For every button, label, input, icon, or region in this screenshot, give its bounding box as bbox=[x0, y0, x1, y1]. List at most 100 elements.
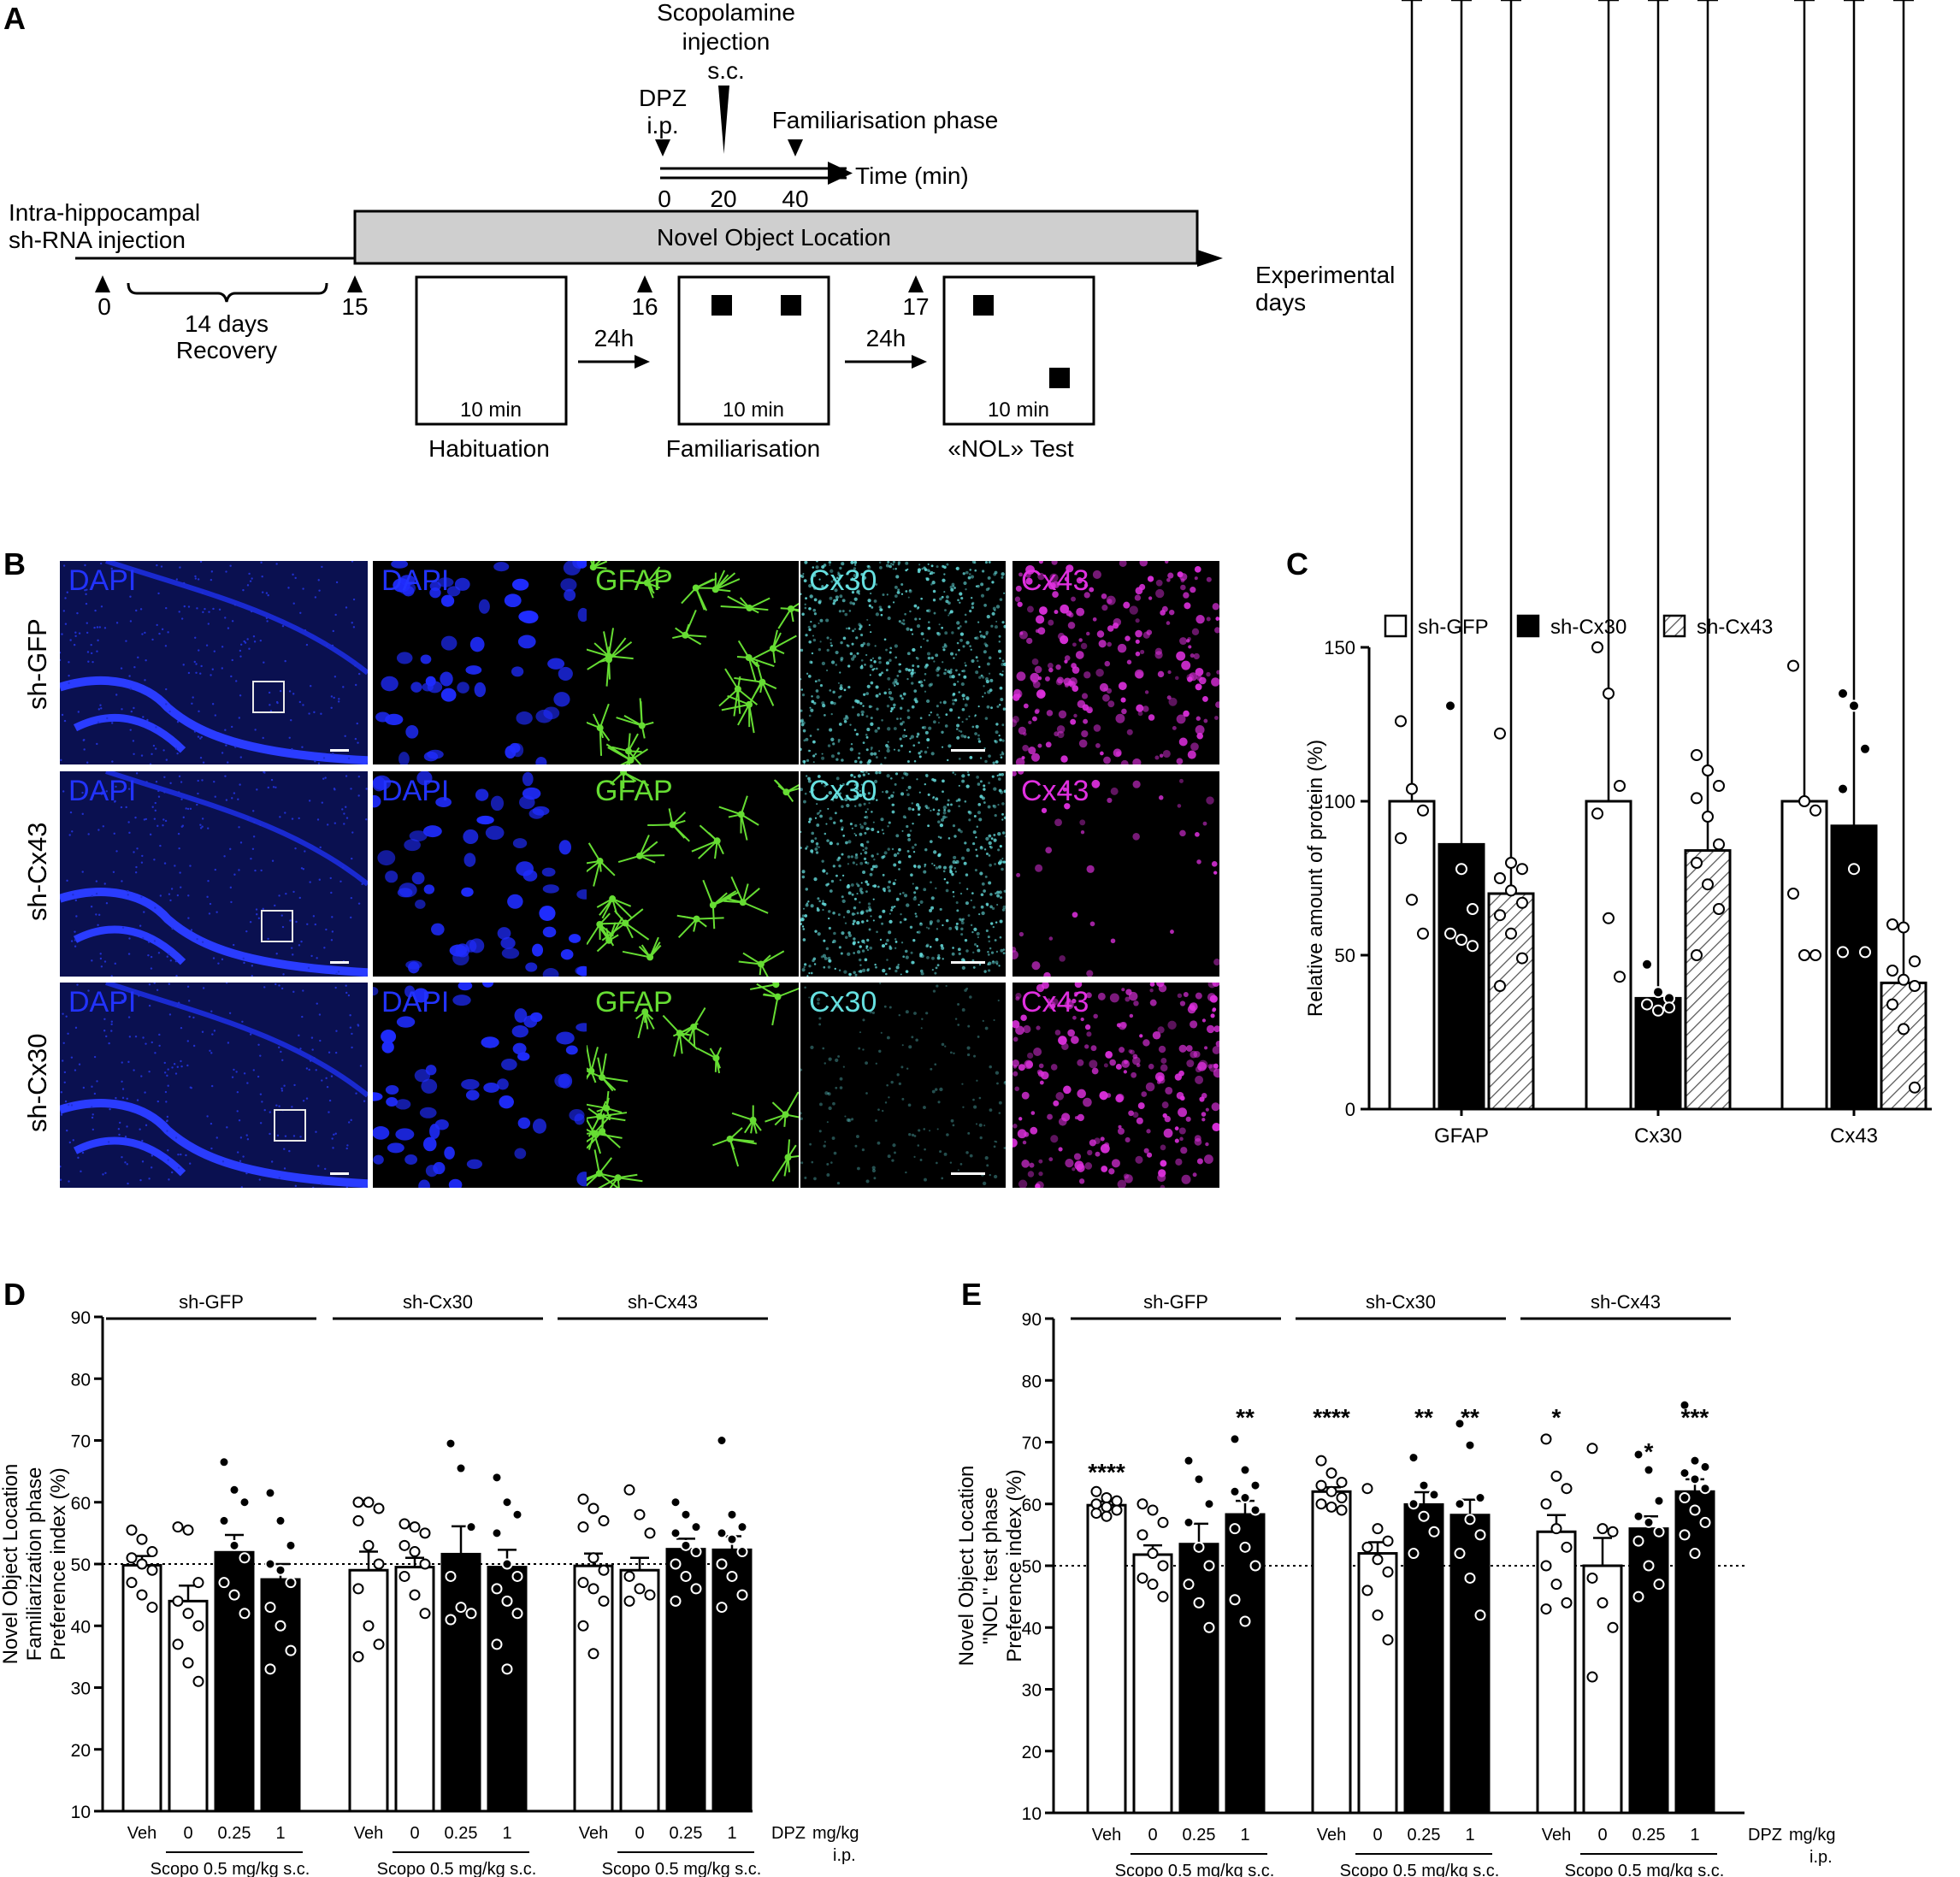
dpz-label: DPZ bbox=[639, 85, 687, 111]
e-bar bbox=[1674, 1490, 1715, 1815]
injection-label: sh-RNA injection bbox=[9, 227, 186, 253]
e-y-axis-label: "NOL" test phase bbox=[979, 1487, 1002, 1644]
d-y-axis-label: Familiarization phase bbox=[23, 1467, 46, 1662]
e-x-tick-label: 0 bbox=[1148, 1826, 1157, 1845]
c-data-point bbox=[1898, 1023, 1910, 1036]
e-data-point bbox=[1540, 1433, 1552, 1445]
e-x-tick-label: Veh bbox=[1317, 1826, 1346, 1845]
d-data-point bbox=[598, 1514, 610, 1526]
c-data-point bbox=[1406, 782, 1418, 795]
day-tick-label: 17 bbox=[902, 293, 929, 320]
c-data-point bbox=[1455, 863, 1467, 876]
e-data-point bbox=[1249, 1504, 1261, 1516]
e-data-point bbox=[1147, 1579, 1159, 1591]
e-data-point bbox=[1239, 1492, 1251, 1504]
e-group-label: sh-GFP bbox=[1143, 1291, 1208, 1313]
d-data-point bbox=[726, 1570, 738, 1582]
e-x-tick-label: 1 bbox=[1465, 1826, 1474, 1845]
channel-label: Cx30 bbox=[809, 564, 877, 597]
scopolamine-label: s.c. bbox=[707, 57, 745, 84]
e-significance-label: ** bbox=[1461, 1404, 1479, 1431]
d-x-tick-label: 0 bbox=[635, 1824, 644, 1843]
d-data-point bbox=[644, 1527, 656, 1539]
scopolamine-arrow bbox=[718, 86, 729, 154]
micrograph-texture bbox=[1012, 771, 1219, 977]
d-data-point bbox=[136, 1533, 148, 1545]
c-data-point bbox=[1444, 699, 1456, 712]
c-data-point bbox=[1652, 986, 1664, 999]
d-data-point bbox=[716, 1527, 728, 1539]
legend-entry: sh-GFP bbox=[1418, 616, 1489, 639]
e-data-point bbox=[1464, 1572, 1476, 1584]
d-data-point bbox=[623, 1570, 635, 1582]
nol-bar bbox=[353, 210, 1199, 265]
panel-letter-e: E bbox=[961, 1277, 982, 1312]
c-data-point bbox=[1663, 1001, 1675, 1014]
e-data-point bbox=[1229, 1485, 1241, 1497]
e-data-point bbox=[1315, 1498, 1327, 1510]
e-scopo-label: Scopo 0.5 mg/kg s.c. bbox=[1565, 1862, 1725, 1877]
micrograph-sh-cx30-cx43: Cx43 bbox=[1012, 983, 1219, 1188]
e-data-point bbox=[1550, 1579, 1562, 1591]
micrograph-texture bbox=[587, 561, 799, 764]
c-data-point bbox=[1614, 971, 1626, 983]
c-y-axis-label: Relative amount of protein (%) bbox=[1304, 740, 1327, 1017]
d-data-point bbox=[264, 1487, 276, 1499]
e-data-point bbox=[1689, 1548, 1701, 1560]
object-square bbox=[781, 295, 801, 316]
recovery-label: 14 days bbox=[185, 310, 269, 337]
micrograph-sh-cx30-gfap: GFAP bbox=[587, 983, 799, 1188]
e-x-tick-label: Veh bbox=[1092, 1826, 1121, 1845]
d-data-point bbox=[670, 1527, 682, 1539]
channel-label: DAPI bbox=[68, 564, 137, 597]
d-data-point bbox=[587, 1502, 599, 1514]
panel-letter-a: A bbox=[3, 1, 26, 36]
object-square bbox=[973, 295, 994, 316]
e-data-point bbox=[1474, 1609, 1486, 1621]
dpz-label: i.p. bbox=[646, 112, 678, 139]
e-data-point bbox=[1336, 1492, 1348, 1504]
micrograph-sh-cx43-gfap: GFAP bbox=[587, 771, 799, 977]
micrograph-texture bbox=[1012, 561, 1219, 764]
micrograph-texture bbox=[800, 561, 1006, 764]
days-arrowhead bbox=[1197, 250, 1223, 267]
e-data-point bbox=[1147, 1504, 1159, 1516]
d-data-point bbox=[577, 1577, 589, 1589]
d-data-point bbox=[398, 1539, 410, 1551]
e-data-point bbox=[1699, 1483, 1711, 1495]
e-data-point bbox=[1361, 1483, 1373, 1495]
d-data-point bbox=[644, 1589, 656, 1601]
c-y-tick-label: 100 bbox=[1324, 791, 1355, 812]
d-data-point bbox=[598, 1564, 610, 1576]
d-scopo-label: Scopo 0.5 mg/kg s.c. bbox=[602, 1860, 762, 1877]
d-data-point bbox=[192, 1577, 204, 1589]
e-group-label: sh-Cx30 bbox=[1366, 1291, 1436, 1313]
familiarisation-phase-label: Familiarisation phase bbox=[772, 107, 999, 133]
e-data-point bbox=[1239, 1541, 1251, 1553]
d-data-point bbox=[577, 1521, 589, 1533]
d-data-point bbox=[285, 1539, 297, 1551]
d-bar bbox=[168, 1599, 209, 1813]
e-group-label: sh-Cx43 bbox=[1591, 1291, 1661, 1313]
e-data-point bbox=[1090, 1508, 1102, 1520]
e-data-point bbox=[1193, 1541, 1205, 1553]
d-data-point bbox=[726, 1533, 738, 1545]
d-data-point bbox=[398, 1518, 410, 1530]
e-data-point bbox=[1136, 1529, 1148, 1541]
d-data-point bbox=[587, 1552, 599, 1564]
d-data-point bbox=[182, 1608, 194, 1620]
channel-label: Cx30 bbox=[809, 986, 877, 1018]
d-data-point bbox=[352, 1583, 364, 1595]
e-data-point bbox=[1361, 1541, 1373, 1553]
e-significance-label: ** bbox=[1236, 1404, 1255, 1431]
object-square bbox=[711, 295, 732, 316]
e-y-tick-label: 50 bbox=[1022, 1557, 1042, 1577]
micrograph-texture bbox=[587, 771, 799, 977]
d-data-point bbox=[455, 1462, 467, 1474]
e-data-point bbox=[1325, 1501, 1337, 1513]
e-data-point bbox=[1315, 1455, 1327, 1467]
arena-box bbox=[942, 275, 1095, 426]
e-significance-label: * bbox=[1552, 1404, 1562, 1431]
e-data-point bbox=[1689, 1473, 1701, 1485]
